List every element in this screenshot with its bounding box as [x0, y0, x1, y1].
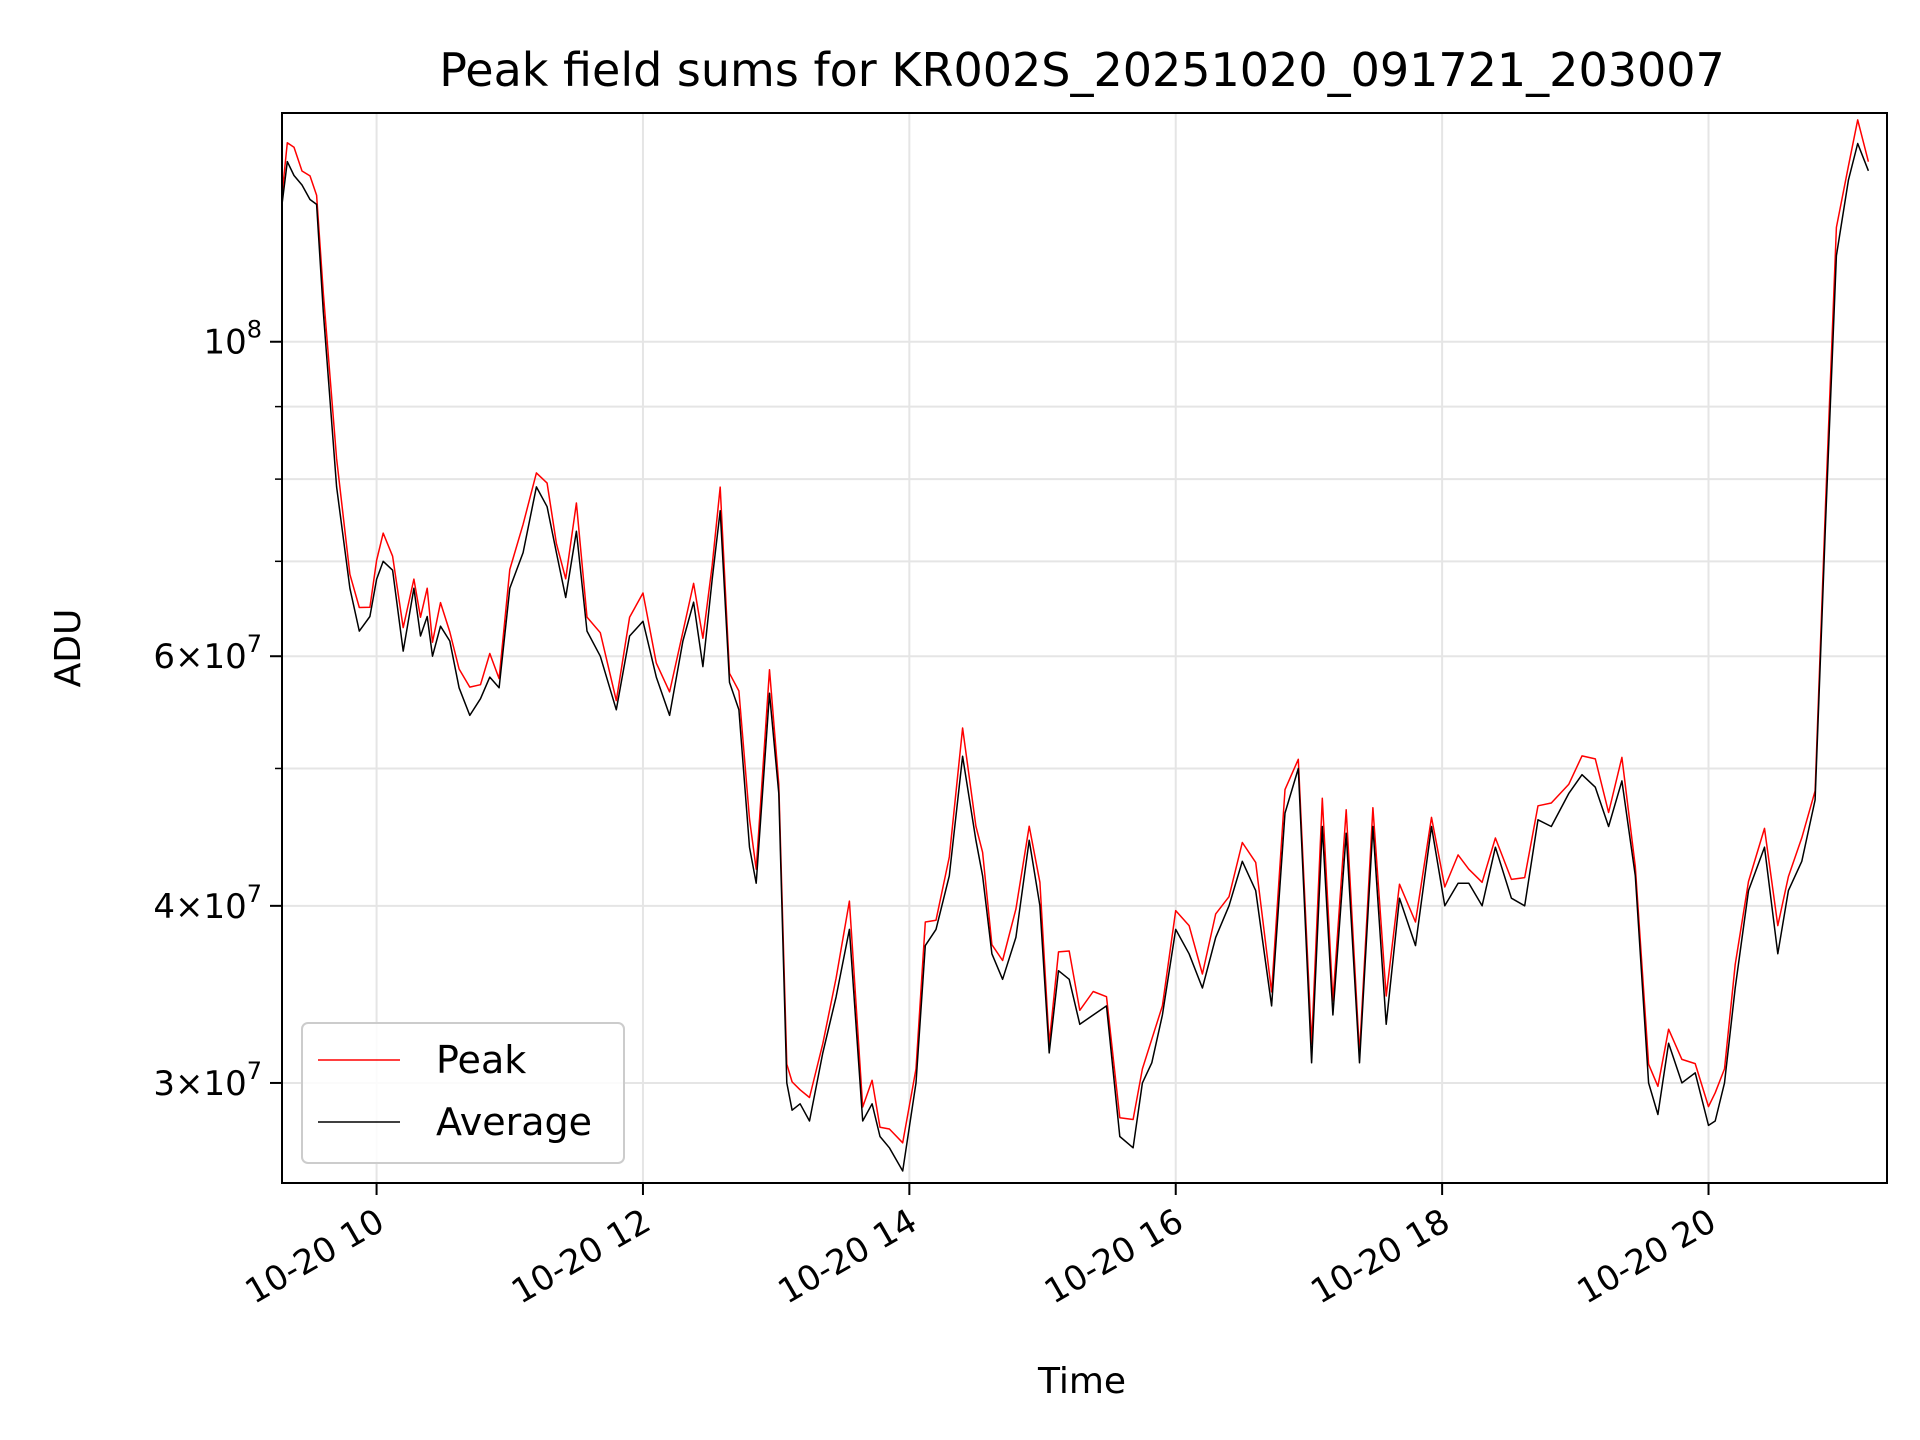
- legend-average-label: Average: [436, 1100, 592, 1144]
- average-series-line: [281, 142, 1870, 1172]
- plot-frame: [281, 112, 1888, 1184]
- y-tick-label: 3×107: [153, 1057, 262, 1104]
- y-tick-label: 6×107: [153, 630, 262, 677]
- series-layer: [281, 119, 1870, 1172]
- y-tick-label: 108: [203, 316, 262, 363]
- x-axis-label: Time: [1037, 1361, 1126, 1402]
- legend: Peak Average: [301, 1022, 625, 1164]
- chart-title: Peak field sums for KR002S_20251020_0917…: [439, 43, 1725, 97]
- peak-series-line: [281, 119, 1870, 1144]
- legend-box: [301, 1022, 625, 1164]
- y-axis-label: ADU: [48, 609, 89, 688]
- legend-peak-label: Peak: [436, 1038, 526, 1082]
- y-tick-label: 4×107: [153, 880, 262, 927]
